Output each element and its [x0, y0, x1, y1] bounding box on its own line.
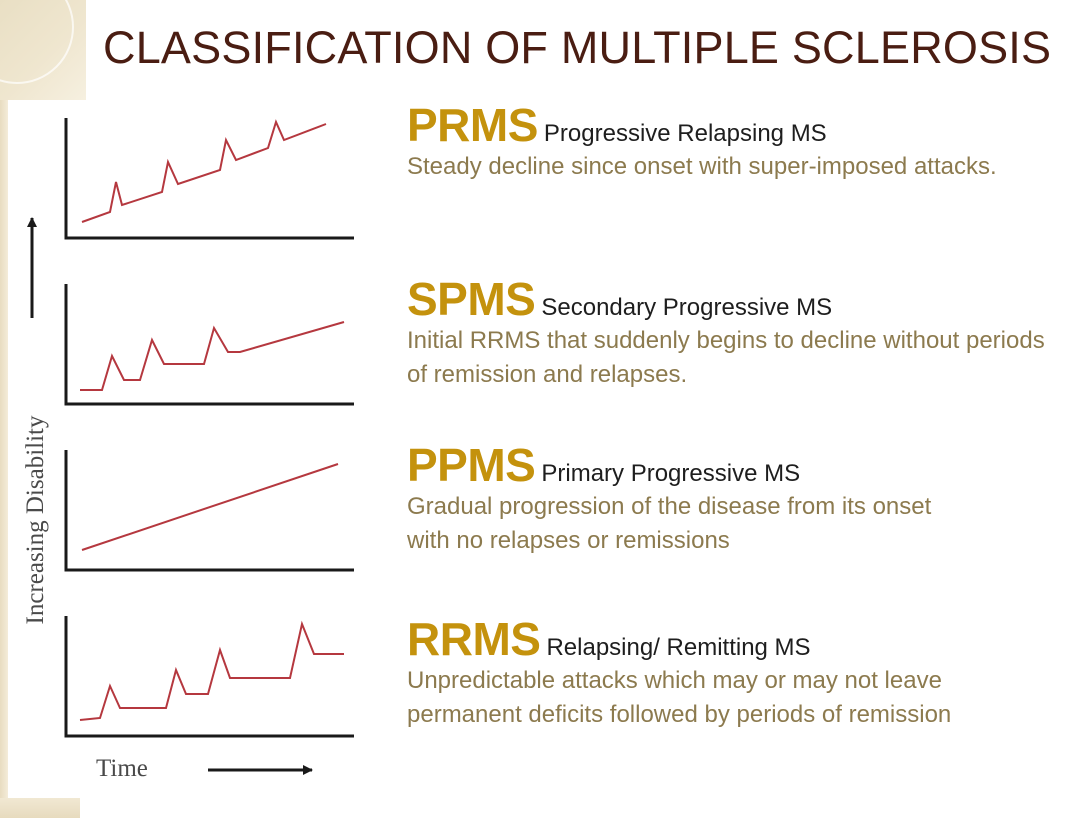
spms-axes [64, 284, 354, 406]
rrms-description: Unpredictable attacks which may or may n… [407, 667, 952, 728]
x-axis-label: Time [96, 755, 148, 782]
prms-description: Steady decline since onset with super-im… [407, 153, 997, 180]
ppms-full-name: Primary Progressive MS [541, 460, 801, 487]
rrms-graph [64, 616, 354, 738]
ppms-description: Gradual progression of the disease from … [407, 493, 932, 554]
prms-abbr: PRMS [407, 99, 538, 151]
y-axis-label: Increasing Disability [22, 415, 49, 625]
entry-rrms: RRMS Relapsing/ Remitting MS Unpredictabl… [407, 616, 1067, 732]
rrms-axes [64, 616, 354, 738]
prms-curve [81, 119, 327, 223]
spms-graph [64, 284, 354, 406]
bottom-corner-texture [0, 798, 80, 818]
rrms-curve [79, 620, 344, 721]
prms-axes [64, 118, 354, 240]
rrms-full-name: Relapsing/ Remitting MS [546, 634, 811, 661]
prms-graph [64, 118, 354, 240]
ppms-axes [64, 450, 354, 572]
corner-texture [0, 0, 86, 100]
entry-spms: SPMS Secondary Progressive MS Initial RRM… [407, 276, 1067, 392]
spms-description: Initial RRMS that suddenly begins to dec… [407, 327, 1045, 388]
ppms-abbr: PPMS [407, 439, 536, 491]
ppms-graph [64, 450, 354, 572]
spms-full-name: Secondary Progressive MS [541, 294, 833, 321]
page-title: CLASSIFICATION OF MULTIPLE SCLEROSIS [103, 22, 1052, 73]
prms-full-name: Progressive Relapsing MS [543, 120, 827, 147]
entry-prms: PRMS Progressive Relapsing MS Steady decl… [407, 102, 1067, 184]
spms-curve [80, 321, 345, 391]
spms-abbr: SPMS [407, 273, 536, 325]
entry-ppms: PPMS Primary Progressive MS Gradual progr… [407, 442, 1067, 558]
rrms-abbr: RRMS [407, 613, 541, 665]
left-border-texture [0, 100, 8, 818]
ppms-curve [81, 463, 339, 551]
